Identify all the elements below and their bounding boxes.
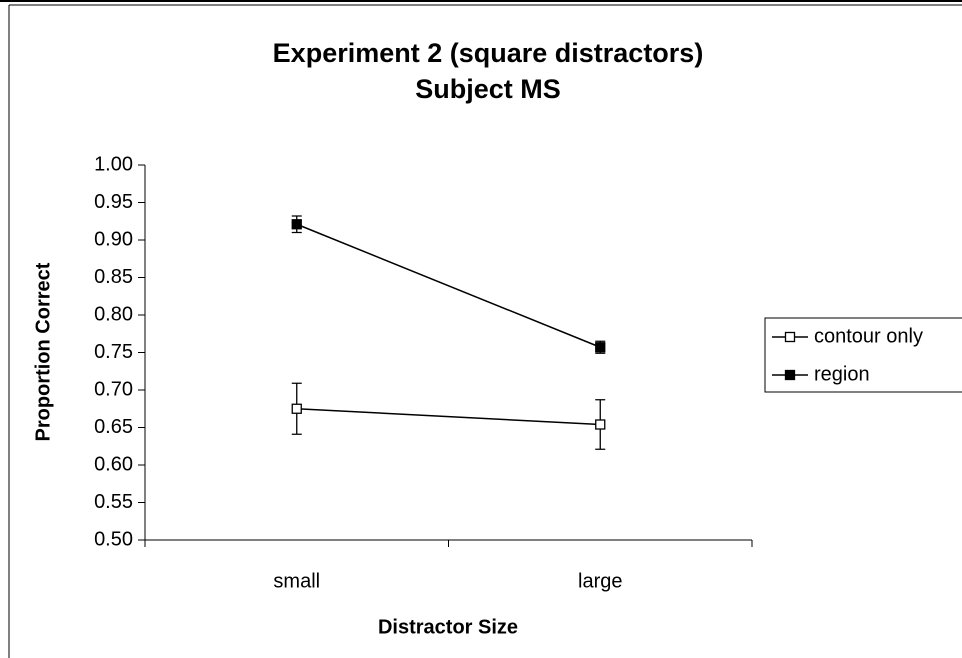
- chart-title: Experiment 2 (square distractors): [273, 38, 704, 68]
- y-tick-label: 0.65: [94, 416, 133, 438]
- legend-marker: [784, 331, 796, 343]
- x-tick-label: small: [273, 570, 320, 592]
- legend-marker: [784, 369, 796, 381]
- y-tick-label: 0.50: [94, 528, 133, 550]
- marker: [595, 342, 606, 353]
- x-axis-label: Distractor Size: [378, 616, 518, 638]
- y-tick-label: 1.00: [94, 153, 133, 175]
- y-axis-label: Proportion Correct: [32, 262, 54, 441]
- x-tick-label: large: [578, 570, 622, 592]
- series-line: [296, 408, 601, 426]
- legend-box: [764, 317, 962, 393]
- y-tick-label: 0.95: [94, 191, 133, 213]
- marker: [291, 403, 302, 414]
- series-line: [296, 223, 601, 348]
- marker: [595, 419, 606, 430]
- y-tick-label: 0.60: [94, 453, 133, 475]
- legend-label: contour only: [814, 325, 923, 347]
- y-tick-label: 0.55: [94, 491, 133, 513]
- y-tick-label: 0.90: [94, 228, 133, 250]
- chart-title: Subject MS: [415, 74, 561, 104]
- marker: [291, 219, 302, 230]
- y-tick-label: 0.80: [94, 303, 133, 325]
- y-tick-label: 0.85: [94, 266, 133, 288]
- y-tick-label: 0.75: [94, 341, 133, 363]
- legend-label: region: [814, 363, 870, 385]
- y-tick-label: 0.70: [94, 378, 133, 400]
